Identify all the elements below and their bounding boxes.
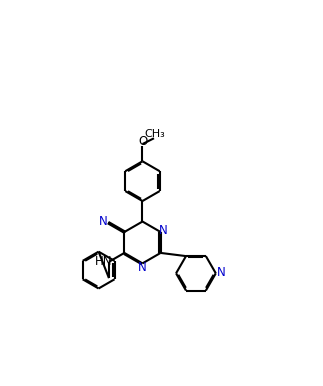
Text: N: N — [216, 266, 225, 279]
Text: CH₃: CH₃ — [144, 129, 165, 139]
Text: N: N — [159, 224, 168, 237]
Text: N: N — [138, 261, 146, 274]
Text: N: N — [99, 215, 107, 228]
Text: O: O — [139, 134, 148, 147]
Text: HN: HN — [95, 255, 112, 268]
